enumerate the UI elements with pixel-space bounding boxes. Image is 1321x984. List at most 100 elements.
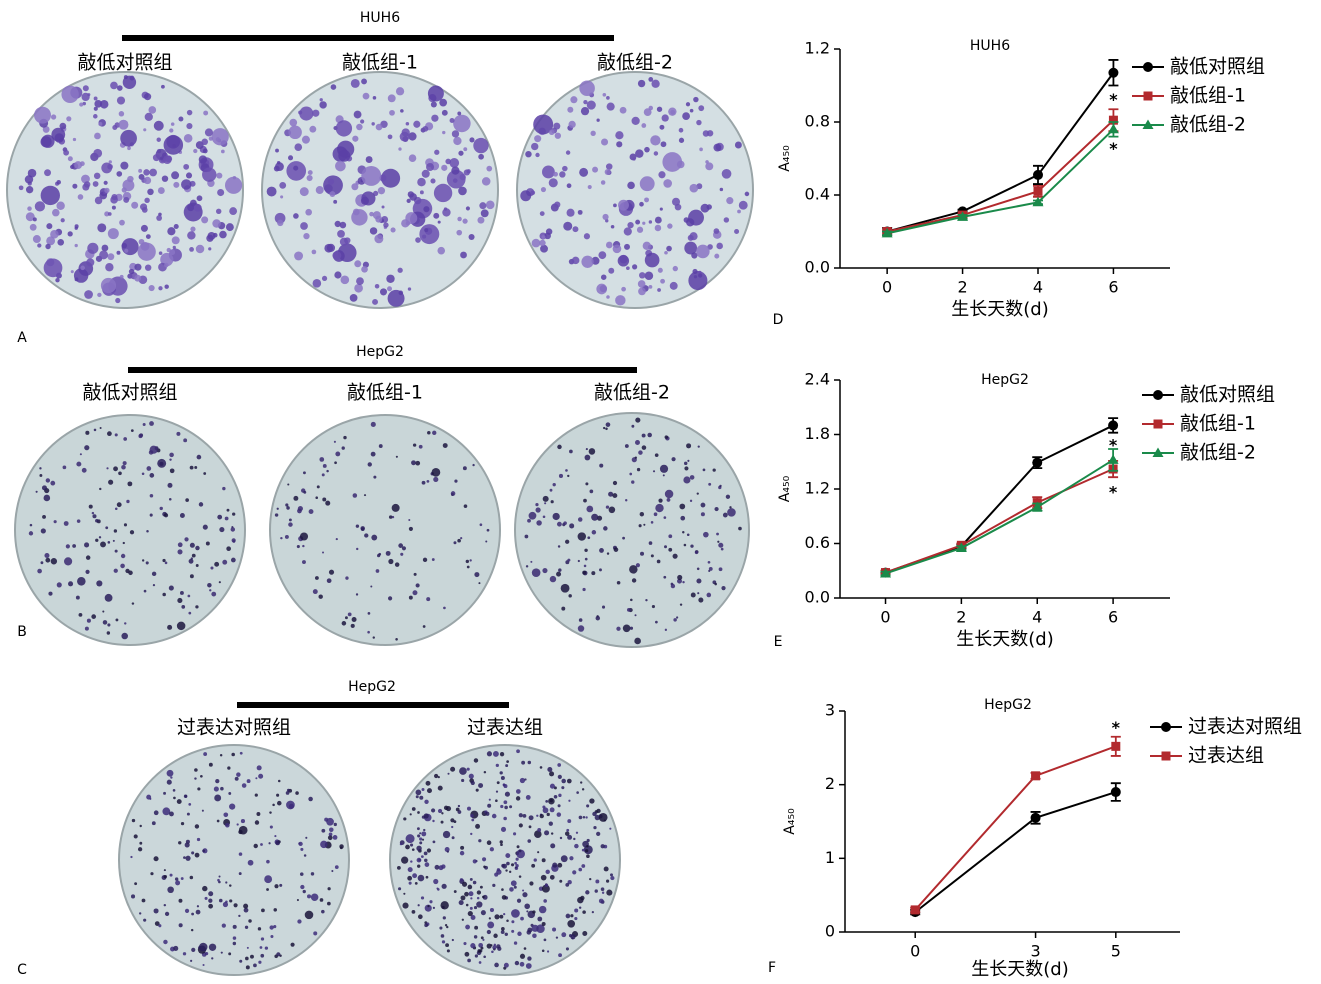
colony [527,956,532,961]
colony [549,488,553,492]
colony [296,898,299,902]
colony [327,178,335,185]
data-point [1108,420,1119,431]
colony [654,453,659,457]
colony [305,836,308,839]
colony [284,534,289,539]
colony [682,580,685,584]
colony [619,106,627,114]
colony [94,132,101,140]
colony [196,195,203,202]
x-tick-label: 0 [882,278,892,297]
plate-label: 过表达组 [467,717,543,739]
colony [44,552,50,559]
colony [641,433,646,438]
colony [352,135,359,142]
colony [335,120,353,137]
colony [417,864,421,868]
colony [80,265,85,271]
colony [470,780,475,786]
colony [118,471,122,476]
colony [244,925,249,929]
colony [299,872,304,876]
colony [247,859,254,866]
colony [287,483,290,486]
colony [118,119,129,130]
colony [689,475,695,480]
colony [672,553,678,559]
colony [354,283,363,293]
colony [329,191,336,197]
colony [230,557,236,563]
colony [668,534,673,539]
colony [93,172,101,180]
colony [668,547,673,552]
colony [560,583,570,593]
group-bar [122,35,614,41]
colony [152,154,160,162]
colony [59,122,67,130]
colony [213,786,219,792]
colony [187,594,191,598]
colony [433,183,453,203]
colony [82,85,89,92]
colony [85,430,90,435]
colony [662,152,683,172]
colony [274,513,279,517]
colony [196,454,202,460]
legend-label: 敲低组-1 [1180,413,1256,435]
colony [696,492,699,495]
colony [305,208,312,216]
colony [374,234,384,244]
colony [520,190,532,202]
colony [61,85,79,104]
colony [663,516,667,519]
x-tick-label: 4 [1033,278,1043,297]
colony [460,537,463,540]
colony [545,869,550,875]
colony [590,130,596,136]
colony [104,211,110,217]
colony [569,523,575,529]
panel-letter: F [768,960,776,976]
colony [188,803,192,806]
colony [626,607,631,612]
colony [173,796,176,800]
colony [176,431,181,436]
colony [612,480,618,486]
colony [558,793,562,798]
colony [615,131,624,140]
colony [602,92,607,97]
colony [606,96,610,100]
colony [169,249,176,256]
chart-title: HepG2 [981,372,1029,388]
colony [477,216,485,224]
colony [417,177,426,187]
colony [375,123,383,131]
colony [526,910,529,913]
colony [119,274,124,279]
colony [266,888,269,891]
colony [456,229,463,236]
colony [523,947,527,950]
colony [163,903,167,907]
colony [96,580,103,587]
colony [77,577,86,586]
colony [686,443,692,449]
colony [729,506,732,509]
data-point [1107,454,1119,464]
colony [121,242,128,249]
colony [185,855,191,861]
colony [217,514,223,520]
colony [299,187,309,197]
colony [146,466,152,471]
colony [472,880,477,885]
colony [340,275,350,285]
colony [477,949,482,953]
colony [442,443,448,448]
colony [39,473,43,477]
plate-group-title: HUH6 [360,10,400,26]
colony [266,186,277,197]
plate-label: 敲低组-2 [597,52,673,74]
plate [516,71,754,309]
